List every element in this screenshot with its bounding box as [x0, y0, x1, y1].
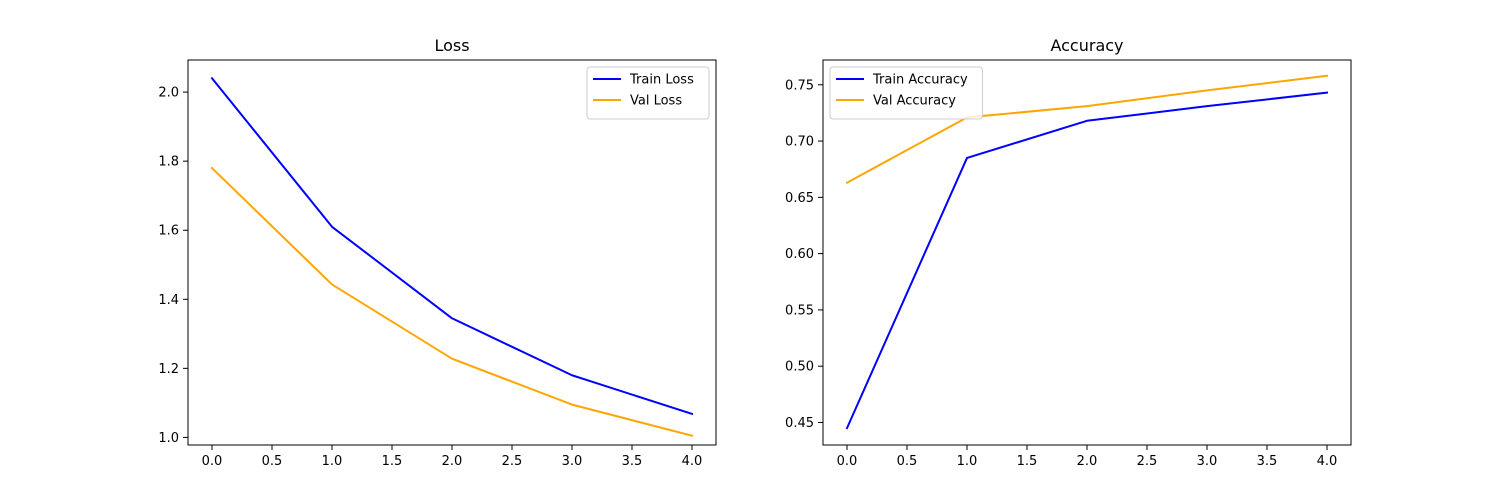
x-tick-label: 1.5 [1017, 454, 1038, 469]
series-line-train-loss [210, 76, 694, 416]
y-tick-label: 0.60 [785, 247, 814, 262]
x-tick-label: 4.0 [682, 454, 703, 469]
x-tick-label: 3.0 [562, 454, 583, 469]
legend-label-train-accuracy: Train Accuracy [872, 73, 968, 88]
x-tick-label: 2.0 [442, 454, 463, 469]
series-line-val-accuracy [845, 74, 1329, 185]
x-tick-label: 1.5 [382, 454, 403, 469]
x-tick-label: 3.0 [1197, 454, 1218, 469]
x-tick-label: 0.5 [262, 454, 283, 469]
y-tick-label: 0.55 [785, 303, 814, 318]
loss-chart: Loss 0.0 0.5 1.0 1.5 2.0 2.5 3.0 3.5 4.0 1.0 1.2 1.4… [158, 36, 717, 469]
x-tick-label: 3.5 [622, 454, 643, 469]
x-tick-label: 2.5 [502, 454, 523, 469]
legend-label-val-loss: Val Loss [630, 94, 682, 109]
x-tick-label: 2.0 [1077, 454, 1098, 469]
legend-label-val-accuracy: Val Accuracy [873, 94, 956, 109]
y-tick-label: 1.4 [158, 293, 179, 308]
chart-title: Loss [434, 36, 469, 55]
x-tick-label: 4.0 [1317, 454, 1338, 469]
series-line-val-loss [210, 166, 694, 437]
x-tick-label: 0.5 [897, 454, 918, 469]
chart-title: Accuracy [1050, 36, 1123, 55]
y-tick-label: 1.0 [158, 431, 179, 446]
y-tick-label: 2.0 [158, 86, 179, 101]
legend-box [829, 66, 983, 120]
x-tick-label: 1.0 [322, 454, 343, 469]
y-tick-label: 1.6 [158, 224, 179, 239]
y-tick-label: 1.2 [158, 362, 179, 377]
y-tick-label: 0.65 [785, 191, 814, 206]
legend: Train Loss Val Loss [586, 66, 710, 120]
x-tick-label: 0.0 [837, 454, 858, 469]
y-tick-label: 1.8 [158, 155, 179, 170]
y-tick-label: 0.50 [785, 360, 814, 375]
accuracy-chart: Accuracy 0.0 0.5 1.0 1.5 2.0 2.5 3.0 3.5 4.0 0.45 0… [785, 36, 1352, 469]
y-tick-label: 0.45 [785, 416, 814, 431]
x-tick-label: 3.5 [1257, 454, 1278, 469]
y-tick-label: 0.75 [785, 78, 814, 93]
legend: Train Accuracy Val Accuracy [829, 66, 983, 120]
x-tick-label: 0.0 [202, 454, 223, 469]
x-tick-label: 2.5 [1137, 454, 1158, 469]
x-tick-label: 1.0 [957, 454, 978, 469]
series-line-train-accuracy [845, 91, 1329, 430]
legend-label-train-loss: Train Loss [629, 73, 694, 88]
y-tick-label: 0.70 [785, 135, 814, 150]
